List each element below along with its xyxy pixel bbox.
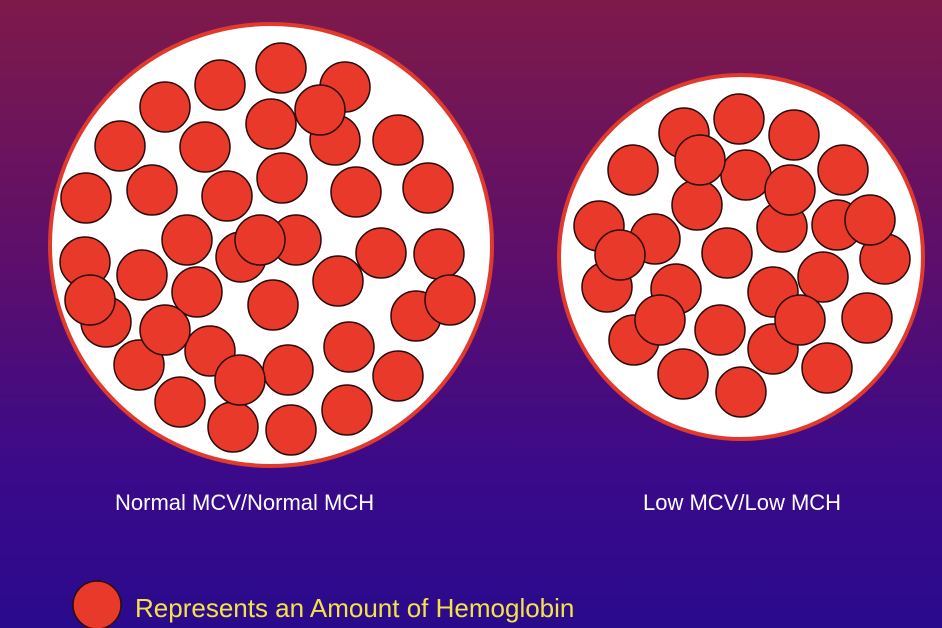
hemoglobin-dot xyxy=(64,274,116,326)
hemoglobin-dot xyxy=(801,342,853,394)
hemoglobin-dot xyxy=(701,227,753,279)
hemoglobin-dot xyxy=(262,344,314,396)
hemoglobin-dot xyxy=(607,144,659,196)
hemoglobin-dot xyxy=(844,194,896,246)
hemoglobin-dot xyxy=(247,279,299,331)
hemoglobin-dot xyxy=(201,170,253,222)
hemoglobin-dot xyxy=(715,366,767,418)
legend-label: Represents an Amount of Hemoglobin xyxy=(135,593,575,623)
hemoglobin-dot xyxy=(720,149,772,201)
hemoglobin-dot xyxy=(774,294,826,346)
hemoglobin-dot xyxy=(312,255,364,307)
hemoglobin-dot xyxy=(171,266,223,318)
hemoglobin-dot xyxy=(234,214,286,266)
hemoglobin-dot xyxy=(330,166,382,218)
hemoglobin-dot xyxy=(139,81,191,133)
legend-hemoglobin-circle xyxy=(72,580,122,628)
hemoglobin-dot xyxy=(817,144,869,196)
hemoglobin-dot xyxy=(694,304,746,356)
hemoglobin-dot xyxy=(321,384,373,436)
hemoglobin-dot xyxy=(372,350,424,402)
hemoglobin-dot xyxy=(594,229,646,281)
hemoglobin-dot xyxy=(797,251,849,303)
hemoglobin-dot xyxy=(764,164,816,216)
hemoglobin-dot xyxy=(194,59,246,111)
hemoglobin-dot xyxy=(256,152,308,204)
hemoglobin-dot xyxy=(60,172,112,224)
hemoglobin-dot xyxy=(713,93,765,145)
hemoglobin-dot xyxy=(657,348,709,400)
hemoglobin-dot xyxy=(634,294,686,346)
hemoglobin-dot xyxy=(126,164,178,216)
hemoglobin-dot xyxy=(94,120,146,172)
hemoglobin-dot xyxy=(841,292,893,344)
hemoglobin-dot xyxy=(207,401,259,453)
hemoglobin-dot xyxy=(265,404,317,456)
hemoglobin-dot xyxy=(402,162,454,214)
hemoglobin-dot xyxy=(154,376,206,428)
small-cell-caption: Low MCV/Low MCH xyxy=(643,490,842,515)
hemoglobin-dot xyxy=(355,227,407,279)
hemoglobin-dot xyxy=(671,179,723,231)
hemoglobin-dot xyxy=(245,98,297,150)
hemoglobin-dot xyxy=(294,84,346,136)
legend-hemoglobin-dot xyxy=(72,580,122,628)
small-red-blood-cell xyxy=(557,73,925,441)
hemoglobin-dot xyxy=(372,114,424,166)
hemoglobin-dot xyxy=(424,274,476,326)
hemoglobin-dot xyxy=(674,134,726,186)
hemoglobin-dot xyxy=(255,42,307,94)
hemoglobin-dot xyxy=(139,304,191,356)
hemoglobin-dot xyxy=(323,321,375,373)
hemoglobin-dot xyxy=(161,214,213,266)
hemoglobin-dot xyxy=(214,354,266,406)
hemoglobin-dot xyxy=(116,249,168,301)
hemoglobin-dot xyxy=(179,121,231,173)
hemoglobin-dot xyxy=(413,228,465,280)
hemoglobin-dot xyxy=(768,109,820,161)
normal-cell-caption: Normal MCV/Normal MCH xyxy=(115,490,375,515)
normal-red-blood-cell xyxy=(48,22,494,468)
hemoglobin-dot xyxy=(113,339,165,391)
